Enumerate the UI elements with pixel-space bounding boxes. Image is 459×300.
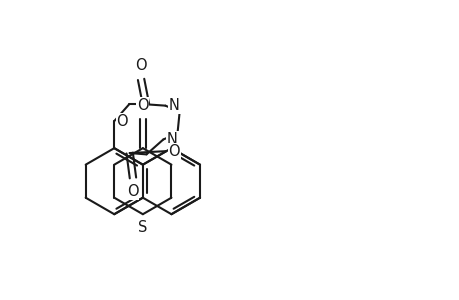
- Text: S: S: [138, 220, 147, 235]
- Text: O: O: [135, 58, 146, 73]
- Text: O: O: [168, 144, 180, 159]
- Text: O: O: [116, 114, 128, 129]
- Text: O: O: [127, 184, 139, 200]
- Text: N: N: [167, 132, 178, 147]
- Text: O: O: [137, 98, 148, 113]
- Text: N: N: [169, 98, 179, 113]
